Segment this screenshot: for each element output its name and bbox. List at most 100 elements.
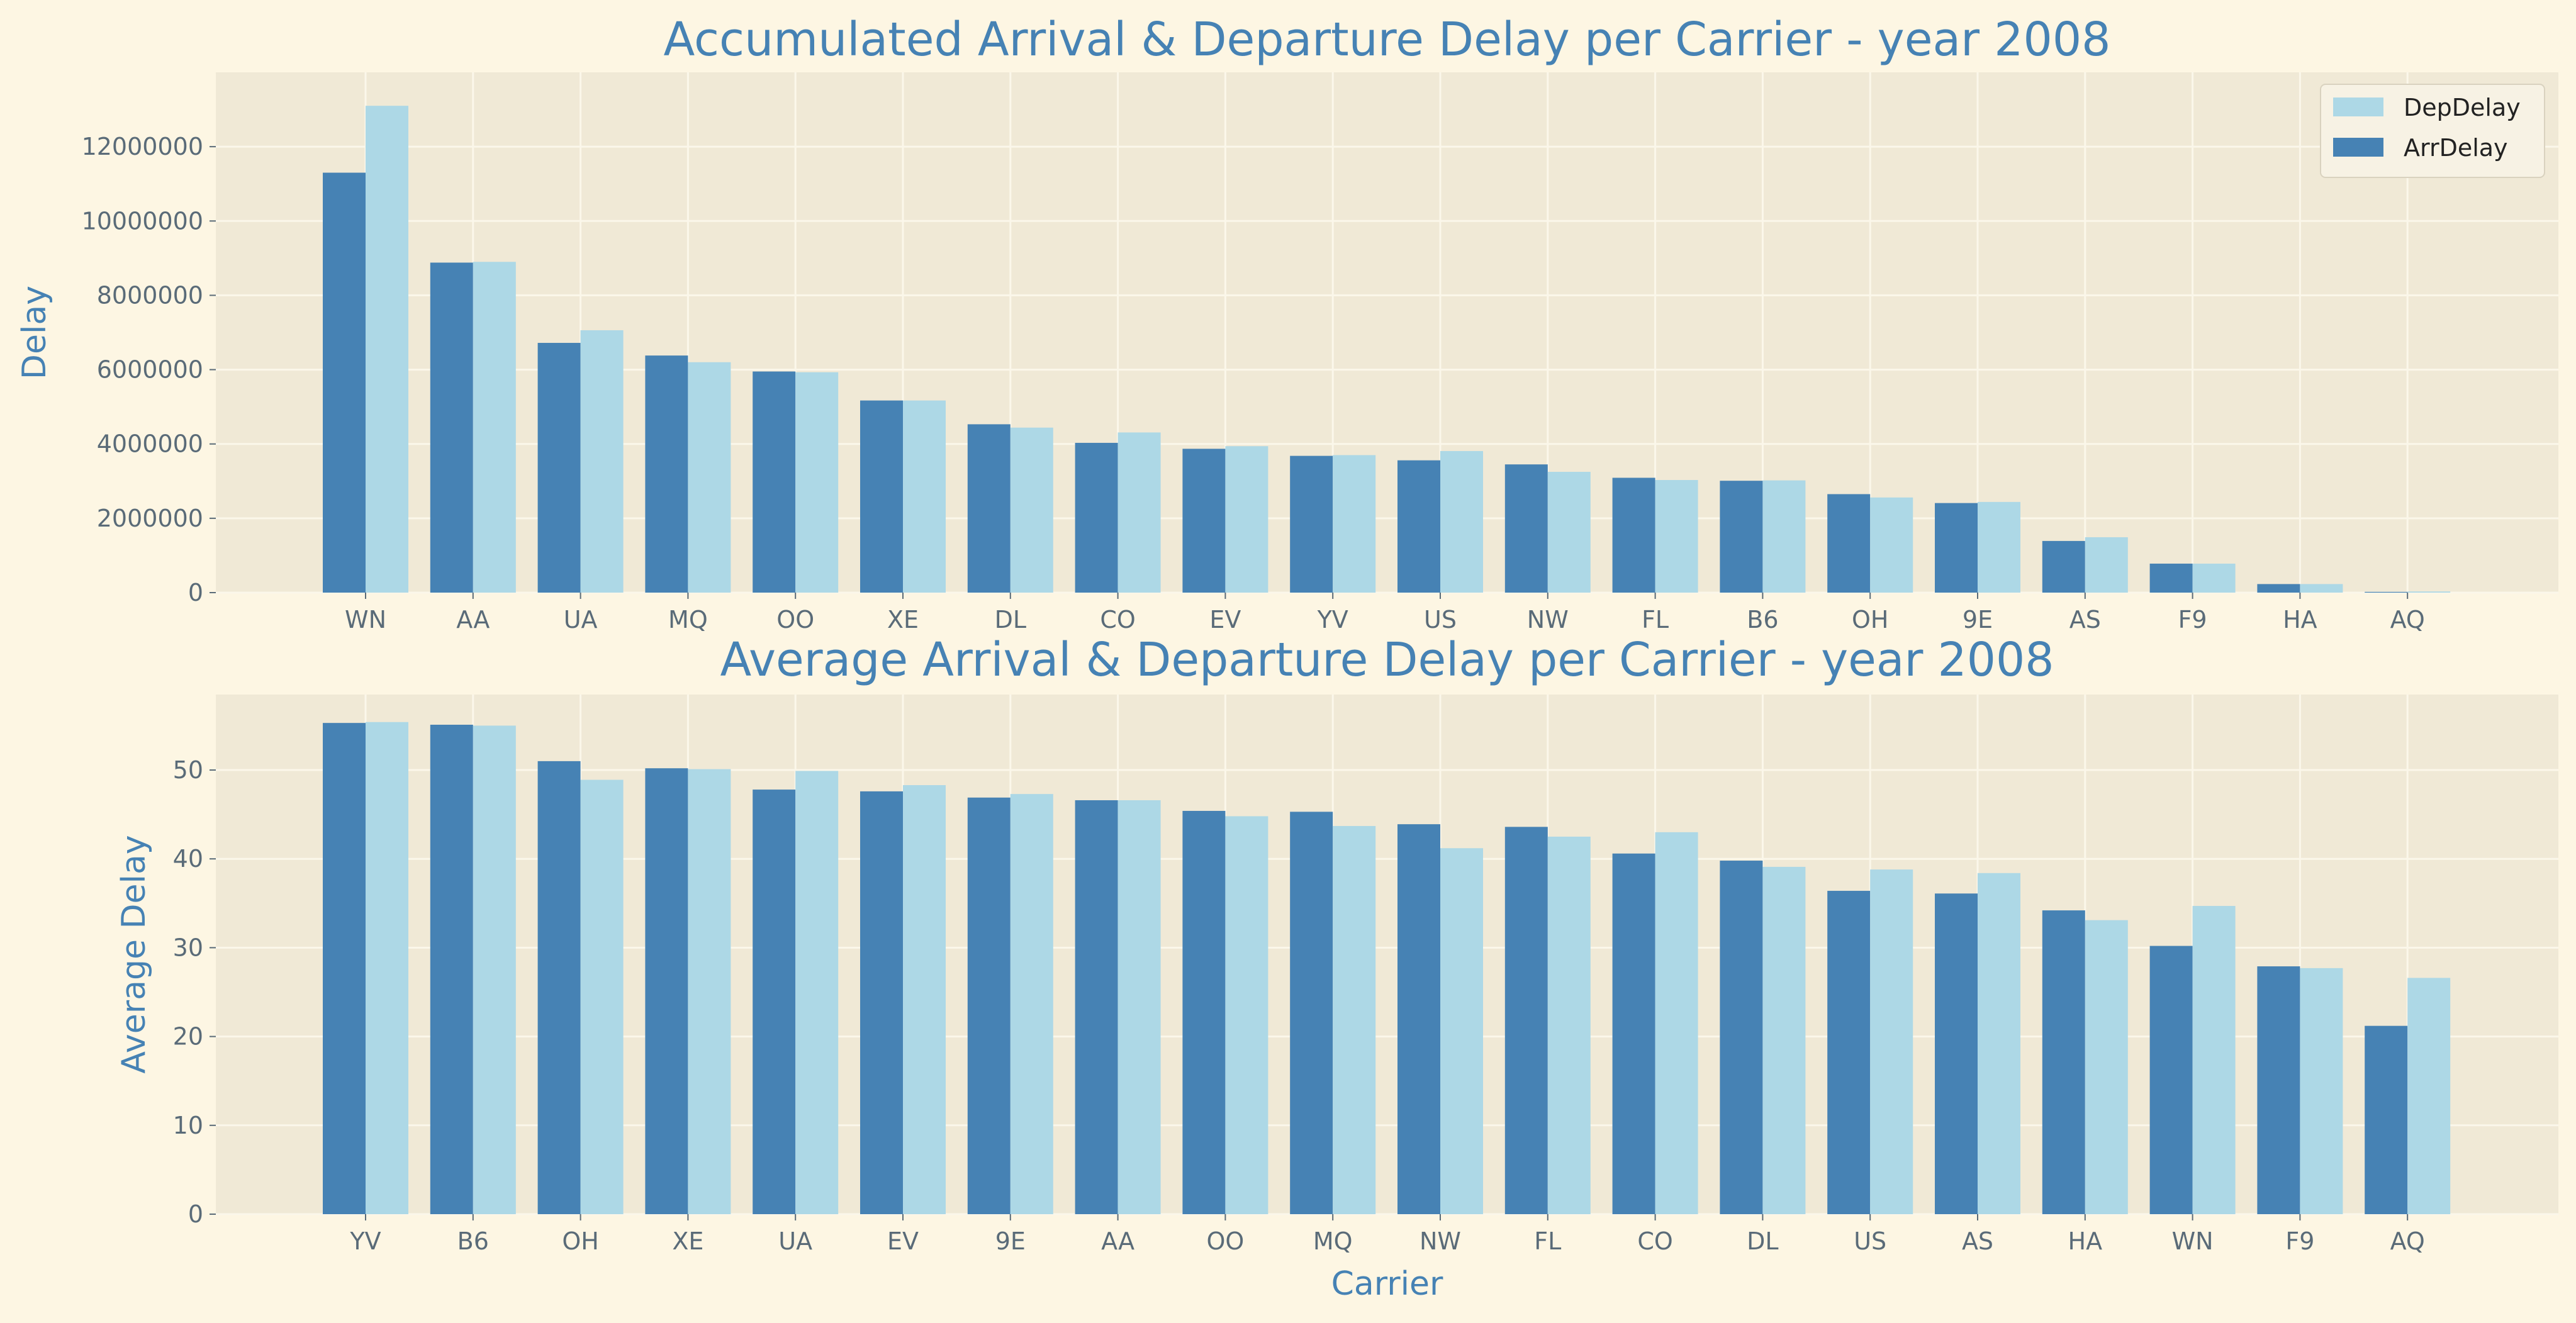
x-tick-label: CO	[1100, 606, 1135, 634]
bar-depdelay-NW	[1440, 848, 1483, 1214]
x-tick-label: HA	[2068, 1227, 2103, 1255]
y-ticks-average: 0 10 20 30 40 50	[173, 756, 216, 1228]
bar-arrdelay-F9	[2149, 563, 2193, 593]
bar-depdelay-OH	[580, 779, 624, 1214]
x-tick-label: US	[1424, 606, 1457, 634]
bar-arrdelay-WN	[323, 172, 366, 593]
bar-depdelay-MQ	[1333, 825, 1376, 1214]
x-tick-label: OH	[562, 1227, 598, 1255]
x-tick-label: YV	[1317, 606, 1348, 634]
bar-arrdelay-HA	[2257, 584, 2300, 593]
x-tick-label: XE	[672, 1227, 703, 1255]
bar-arrdelay-OH	[537, 761, 581, 1214]
bar-depdelay-9E	[1978, 501, 2020, 593]
bar-depdelay-AS	[1978, 873, 2020, 1214]
bar-depdelay-HA	[2085, 920, 2128, 1214]
x-tick-label: CO	[1637, 1227, 1672, 1255]
y-tick-label: 6000000	[97, 356, 203, 384]
y-tick-label: 50	[173, 756, 203, 784]
x-tick-label: B6	[457, 1227, 489, 1255]
x-tick-label: OH	[1852, 606, 1888, 634]
bar-arrdelay-NW	[1504, 464, 1548, 593]
bar-depdelay-US	[1440, 450, 1483, 593]
legend-label-arrdelay: ArrDelay	[2404, 134, 2508, 162]
legend-label-depdelay: DepDelay	[2404, 94, 2521, 121]
x-tick-label: US	[1854, 1227, 1886, 1255]
bar-depdelay-9E	[1010, 794, 1053, 1214]
x-tick-label: YV	[349, 1227, 381, 1255]
bar-depdelay-OH	[1870, 497, 1913, 593]
y-tick-label: 12000000	[82, 133, 203, 160]
x-tick-label: 9E	[995, 1227, 1026, 1255]
bar-depdelay-OO	[795, 372, 839, 593]
bar-depdelay-YV	[366, 722, 408, 1214]
bar-arrdelay-HA	[2042, 910, 2085, 1214]
x-tick-label: F9	[2285, 1227, 2314, 1255]
y-tick-label: 4000000	[97, 430, 203, 458]
bar-depdelay-AQ	[2407, 591, 2451, 593]
x-tick-label: MQ	[668, 606, 708, 634]
bar-arrdelay-OO	[753, 371, 796, 593]
x-tick-label: DL	[1747, 1227, 1778, 1255]
x-tick-label: NW	[1420, 1227, 1461, 1255]
bar-arrdelay-EV	[1182, 449, 1226, 593]
x-tick-label: UA	[778, 1227, 812, 1255]
bar-arrdelay-FL	[1612, 477, 1655, 593]
bar-depdelay-XE	[688, 769, 731, 1214]
x-tick-label: OO	[776, 606, 814, 634]
x-tick-label: UA	[564, 606, 598, 634]
bar-arrdelay-9E	[967, 797, 1011, 1214]
bar-arrdelay-AA	[1075, 800, 1118, 1214]
bar-arrdelay-EV	[860, 791, 903, 1214]
x-tick-label: AS	[2069, 606, 2101, 634]
y-tick-label: 8000000	[97, 281, 203, 309]
chart-average: 0 10 20 30 40 50 YV B6 OH XE UA EV 9E AA OO MQ NW FL CO DL…	[115, 633, 2558, 1303]
bar-depdelay-FL	[1655, 480, 1698, 593]
bar-arrdelay-XE	[860, 400, 903, 593]
bar-arrdelay-F9	[2257, 966, 2300, 1214]
bar-arrdelay-UA	[753, 790, 796, 1214]
x-tick-label: WN	[2172, 1227, 2214, 1255]
y-tick-label: 0	[188, 1200, 203, 1228]
bar-arrdelay-US	[1827, 891, 1871, 1214]
bar-arrdelay-MQ	[1290, 812, 1333, 1214]
x-tick-label: DL	[995, 606, 1026, 634]
legend-swatch-arrdelay	[2333, 138, 2383, 157]
bar-depdelay-XE	[903, 400, 946, 593]
legend-swatch-depdelay	[2333, 98, 2383, 116]
bar-arrdelay-YV	[323, 723, 366, 1214]
x-tick-label: HA	[2283, 606, 2317, 634]
y-axis-label-average: Average Delay	[115, 835, 153, 1073]
bar-arrdelay-B6	[430, 725, 473, 1214]
x-tick-label: NW	[1527, 606, 1569, 634]
bar-depdelay-DL	[1762, 866, 1806, 1214]
x-tick-label: AA	[456, 606, 490, 634]
bar-depdelay-B6	[473, 725, 516, 1214]
y-tick-label: 30	[173, 934, 203, 961]
bar-depdelay-MQ	[688, 362, 731, 593]
bar-arrdelay-OO	[1182, 810, 1226, 1214]
bar-arrdelay-9E	[1935, 503, 1978, 593]
x-tick-label: EV	[887, 1227, 919, 1255]
y-tick-label: 40	[173, 845, 203, 873]
bars-average	[323, 722, 2451, 1214]
x-tick-label: FL	[1642, 606, 1669, 634]
bar-depdelay-US	[1870, 869, 1913, 1214]
chart-title-average: Average Arrival & Departure Delay per Ca…	[720, 633, 2054, 687]
bars-accumulated	[323, 106, 2451, 593]
y-ticks-accumulated: 0 2000000 4000000 6000000 8000000 10000000 120…	[82, 133, 216, 606]
legend: DepDelay ArrDelay	[2320, 84, 2545, 178]
bar-depdelay-YV	[1333, 455, 1376, 593]
bar-arrdelay-MQ	[645, 355, 688, 593]
bar-arrdelay-DL	[1720, 861, 1763, 1214]
bar-depdelay-AQ	[2407, 978, 2451, 1214]
bar-depdelay-AS	[2085, 537, 2128, 593]
y-axis-label-accumulated: Delay	[16, 286, 53, 379]
x-tick-label: 9E	[1963, 606, 1993, 634]
bar-arrdelay-UA	[537, 343, 581, 593]
bar-depdelay-WN	[2192, 906, 2236, 1214]
x-tick-label: OO	[1206, 1227, 1244, 1255]
bar-depdelay-AA	[473, 262, 516, 593]
y-tick-label: 2000000	[97, 505, 203, 532]
bar-arrdelay-AQ	[2365, 591, 2408, 593]
